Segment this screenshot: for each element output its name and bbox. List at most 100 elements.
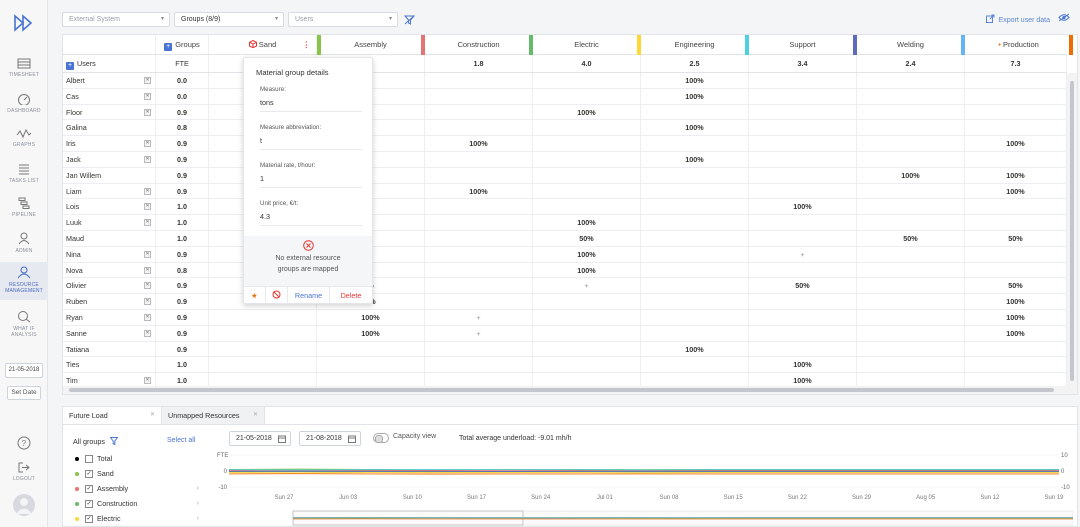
allocation-cell[interactable]: 50% — [965, 231, 1067, 246]
allocation-cell[interactable] — [425, 278, 533, 294]
nav-graphs[interactable]: GRAPHS — [0, 128, 48, 148]
remove-user-icon[interactable]: ✕ — [144, 77, 151, 84]
user-name-cell[interactable]: Jack ✕ — [63, 152, 156, 167]
allocation-cell[interactable] — [857, 278, 965, 294]
allocation-cell[interactable] — [857, 310, 965, 325]
allocation-cell[interactable]: 100% — [641, 152, 749, 167]
allocation-cell[interactable] — [425, 73, 533, 88]
allocation-cell[interactable] — [209, 357, 317, 373]
allocation-cell[interactable] — [317, 199, 425, 215]
hide-eye-icon[interactable] — [1058, 13, 1070, 22]
nav-timesheet[interactable]: TIMESHEET — [0, 58, 48, 78]
tab-future-load[interactable]: Future Load ✕ — [63, 407, 161, 424]
user-name-cell[interactable]: Ryan ✕ — [63, 310, 156, 325]
allocation-cell[interactable] — [425, 152, 533, 167]
measure-abbreviation-field[interactable]: Measure abbreviation: t — [260, 124, 362, 150]
allocation-cell[interactable] — [641, 278, 749, 294]
allocation-cell[interactable] — [641, 136, 749, 151]
allocation-cell[interactable] — [425, 357, 533, 373]
allocation-cell[interactable]: 50% — [533, 231, 641, 246]
user-name-cell[interactable]: Nina ✕ — [63, 246, 156, 262]
allocation-cell[interactable] — [641, 325, 749, 341]
remove-user-icon[interactable]: ✕ — [144, 314, 151, 321]
groups-header[interactable]: + Groups — [156, 35, 209, 54]
user-name-cell[interactable]: Luuk ✕ — [63, 215, 156, 230]
groups-select[interactable]: Groups (8/9) ▾ — [174, 12, 284, 27]
user-name-cell[interactable]: Jan Willem — [63, 167, 156, 183]
allocation-cell[interactable] — [533, 357, 641, 373]
allocation-cell[interactable] — [533, 167, 641, 183]
date-to-input[interactable]: 21-08-2018 — [299, 431, 361, 446]
remove-user-icon[interactable]: ✕ — [144, 187, 151, 195]
allocation-cell[interactable] — [857, 325, 965, 341]
allocation-cell[interactable] — [425, 215, 533, 230]
allocation-cell[interactable] — [317, 152, 425, 167]
legend-item[interactable]: ✓ Electric › — [73, 513, 199, 525]
clear-filter-icon[interactable] — [404, 15, 415, 25]
allocation-cell[interactable] — [641, 104, 749, 120]
allocation-cell[interactable] — [641, 183, 749, 199]
allocation-cell[interactable] — [857, 152, 965, 167]
scroll-thumb[interactable] — [1070, 81, 1074, 381]
users-header[interactable]: + Users — [63, 55, 156, 72]
chevron-right-icon[interactable]: › — [196, 515, 199, 522]
allocation-cell[interactable] — [425, 167, 533, 183]
allocation-cell[interactable] — [425, 294, 533, 309]
remove-user-icon[interactable]: ✕ — [144, 140, 151, 148]
user-name-cell[interactable]: Ruben ✕ — [63, 294, 156, 309]
column-header-support[interactable]: Support — [745, 35, 857, 55]
user-name-cell[interactable]: Tatiana — [63, 341, 156, 357]
allocation-cell[interactable] — [641, 167, 749, 183]
add-group-icon[interactable]: + — [164, 43, 173, 51]
allocation-cell[interactable]: 100% — [533, 262, 641, 278]
allocation-cell[interactable]: 100% — [533, 246, 641, 262]
allocation-cell[interactable]: + — [425, 310, 533, 325]
future-load-chart[interactable]: FTE 10 0 0 -10 -10 Sun 27 Jun 03 Sun 10 Sun 17 Sun… — [213, 451, 1073, 527]
allocation-cell[interactable] — [749, 73, 857, 88]
allocation-cell[interactable] — [749, 120, 857, 136]
users-select[interactable]: Users ▾ — [288, 12, 398, 27]
nav-logout[interactable]: LOGOUT — [0, 462, 48, 482]
allocation-cell[interactable] — [749, 183, 857, 199]
allocation-cell[interactable]: 100% — [533, 215, 641, 230]
allocation-cell[interactable]: 100% — [965, 167, 1067, 183]
legend-item[interactable]: Total — [73, 453, 199, 465]
allocation-cell[interactable]: 50% — [749, 278, 857, 294]
user-name-cell[interactable]: Floor ✕ — [63, 104, 156, 120]
allocation-cell[interactable] — [209, 373, 317, 388]
remove-user-icon[interactable]: ✕ — [144, 92, 151, 100]
vertical-scrollbar[interactable] — [1067, 73, 1077, 394]
allocation-cell[interactable] — [533, 152, 641, 167]
allocation-cell[interactable] — [749, 136, 857, 151]
allocation-cell[interactable]: 100% — [965, 136, 1067, 151]
chevron-right-icon[interactable]: › — [196, 500, 199, 507]
unit-price-field[interactable]: Unit price, €/t: 4.3 — [260, 200, 362, 226]
allocation-cell[interactable] — [641, 231, 749, 246]
legend-checkbox[interactable]: ✓ — [85, 485, 93, 493]
allocation-cell[interactable]: 100% — [965, 325, 1067, 341]
allocation-cell[interactable] — [857, 136, 965, 151]
allocation-cell[interactable]: 50% — [857, 231, 965, 246]
column-header-engineering[interactable]: Engineering — [637, 35, 749, 55]
allocation-cell[interactable] — [857, 88, 965, 104]
export-user-data-link[interactable]: Export user data — [985, 14, 1050, 24]
material-rate-field[interactable]: Material rate, t/hour: 1 — [260, 162, 362, 188]
allocation-cell[interactable]: 100% — [749, 373, 857, 388]
delete-button[interactable]: Delete — [340, 291, 362, 300]
user-name-cell[interactable]: Maud — [63, 231, 156, 246]
nav-resource-management[interactable]: RESOURCE MANAGEMENT — [0, 262, 48, 300]
allocation-cell[interactable] — [317, 104, 425, 120]
allocation-cell[interactable]: 100% — [857, 167, 965, 183]
allocation-cell[interactable] — [857, 373, 965, 388]
close-tab-icon[interactable]: ✕ — [149, 412, 155, 418]
allocation-cell[interactable] — [425, 231, 533, 246]
allocation-cell[interactable] — [317, 88, 425, 104]
remove-user-icon[interactable]: ✕ — [144, 298, 151, 306]
allocation-cell[interactable] — [533, 341, 641, 357]
allocation-cell[interactable] — [425, 88, 533, 104]
allocation-cell[interactable] — [965, 357, 1067, 373]
allocation-cell[interactable] — [533, 120, 641, 136]
allocation-cell[interactable] — [749, 262, 857, 278]
allocation-cell[interactable] — [749, 325, 857, 341]
allocation-cell[interactable] — [965, 246, 1067, 262]
